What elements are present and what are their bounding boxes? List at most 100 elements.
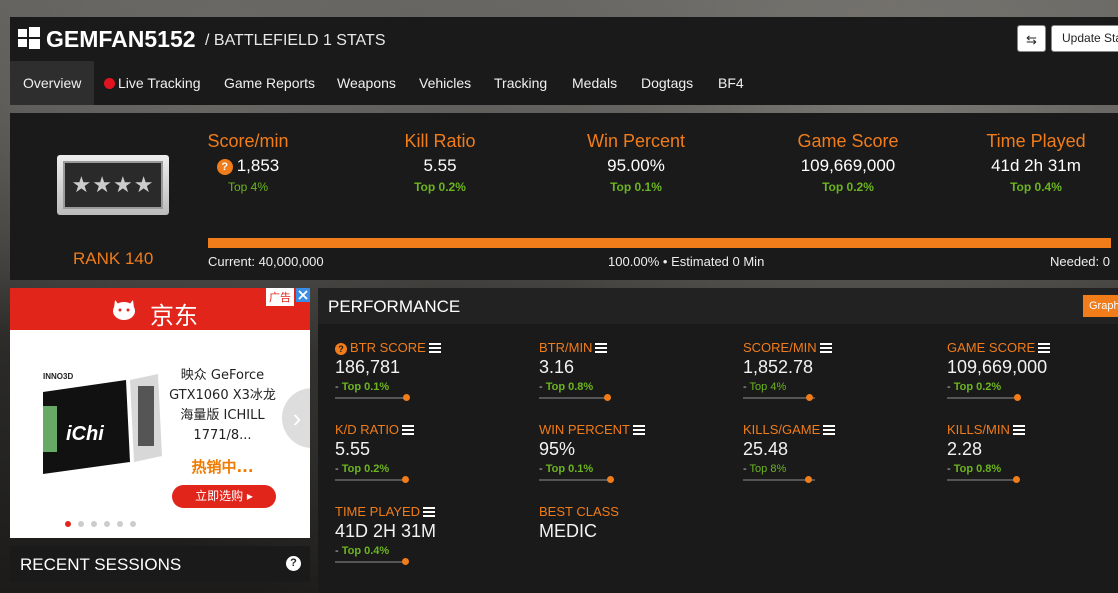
carousel-dot[interactable] [91, 521, 97, 527]
carousel-dot[interactable] [130, 521, 136, 527]
stat-label: Win Percent [586, 131, 686, 151]
perf-rank: - Top 0.8% [947, 463, 1002, 475]
perf-kills-min: KILLS/MIN 2.28 - Top 0.8% [947, 422, 1118, 483]
perf-best-class: BEST CLASS MEDIC [539, 504, 729, 542]
perf-rank: - Top 0.1% [335, 381, 390, 393]
perf-label-text: WIN PERCENT [539, 422, 630, 437]
perf-rank-text: Top 0.8% [953, 463, 1002, 475]
tab-vehicles[interactable]: Vehicles [419, 61, 471, 105]
update-stats-button[interactable]: Update Stats [1051, 25, 1118, 52]
stat-value: 41d 2h 31m [991, 156, 1081, 175]
tab-label: Vehicles [419, 75, 472, 91]
tab-label: Tracking [494, 75, 548, 91]
tab-game-reports[interactable]: Game Reports [224, 61, 315, 105]
list-icon[interactable] [633, 425, 645, 435]
stat-rank: Top 0.4% [1010, 180, 1062, 194]
percentile-marker [401, 476, 409, 483]
perf-kd-ratio: K/D RATIO 5.55 - Top 0.2% [335, 422, 525, 483]
perf-label: BEST CLASS [539, 504, 619, 519]
stat-label: Time Played [986, 131, 1086, 151]
progress-current: Current: 40,000,000 [208, 254, 324, 269]
list-icon[interactable] [823, 425, 836, 435]
carousel-dot[interactable] [78, 521, 84, 527]
percentile-marker [401, 558, 409, 565]
perf-label-text: TIME PLAYED [335, 504, 421, 519]
ad-carousel-dots[interactable] [65, 514, 143, 532]
perf-game-score: GAME SCORE 109,669,000 - Top 0.2% [947, 340, 1118, 401]
ad-product-title[interactable]: 映众 GeForce GTX1060 X3冰龙海量版 ICHILL 1771/8… [169, 368, 276, 443]
stat-time-played: Time Played 41d 2h 31m Top 0.4% [971, 131, 1101, 194]
perf-label-text: KILLS/GAME [743, 422, 821, 437]
perf-label: TIME PLAYED [335, 504, 525, 519]
question-icon[interactable]: ? [286, 556, 301, 571]
list-icon[interactable] [428, 343, 441, 353]
perf-value: 109,669,000 [947, 357, 1048, 377]
list-icon[interactable] [1012, 425, 1025, 435]
stat-rank: Top 0.2% [822, 180, 874, 194]
perf-label-text: GAME SCORE [947, 340, 1036, 355]
tab-label: Weapons [337, 75, 396, 91]
list-icon[interactable] [819, 343, 832, 353]
swap-icon[interactable]: ⇆ [1017, 25, 1046, 52]
list-icon[interactable] [402, 425, 415, 435]
live-dot-icon [104, 78, 115, 89]
close-icon[interactable] [296, 288, 310, 302]
perf-label: BTR/MIN [539, 340, 729, 355]
ad-hot-label: 热销中... [191, 458, 254, 476]
perf-value: 186,781 [335, 357, 401, 377]
username: GEMFAN5152 [46, 26, 196, 52]
stat-label: Kill Ratio [404, 131, 476, 151]
carousel-dot[interactable] [117, 521, 123, 527]
advertisement[interactable]: 京东 广告 iChi INNO3D 映众 GeForce GTX1060 X3冰… [10, 288, 310, 538]
stat-rank: Top 0.2% [414, 180, 466, 194]
tab-overview[interactable]: Overview [10, 61, 95, 105]
performance-panel: PERFORMANCE Graphs ?BTR SCORE 186,781 - … [318, 288, 1118, 593]
stat-value: 109,669,000 [800, 156, 896, 175]
tab-bf4[interactable]: BF4 [718, 61, 744, 105]
perf-value: 5.55 [335, 439, 371, 459]
perf-value: 1,852.78 [743, 357, 814, 377]
perf-time-played: TIME PLAYED 41D 2H 31M - Top 0.4% [335, 504, 525, 565]
ad-buy-button[interactable]: 立即选购 ▸ [172, 485, 276, 508]
section-title: RECENT SESSIONS [20, 555, 182, 574]
perf-rank: - Top 0.4% [335, 545, 390, 557]
chevron-right-icon[interactable]: › [282, 388, 310, 448]
list-icon[interactable] [423, 507, 436, 517]
perf-label: WIN PERCENT [539, 422, 729, 437]
page-subtitle: / BATTLEFIELD 1 STATS [205, 32, 386, 49]
stat-value: 95.00% [607, 156, 665, 175]
perf-rank: - Top 0.1% [539, 463, 594, 475]
tab-label: BF4 [718, 75, 744, 91]
perf-rank: - Top 0.8% [539, 381, 594, 393]
perf-rank-text: Top 8% [749, 463, 787, 475]
stat-label: Game Score [797, 131, 899, 151]
question-icon[interactable]: ? [216, 159, 233, 175]
windows-icon [18, 27, 40, 49]
stat-game-score: Game Score 109,669,000 Top 0.2% [758, 131, 938, 194]
perf-rank: - Top 0.2% [947, 381, 1002, 393]
list-icon[interactable] [595, 343, 608, 353]
tab-tracking[interactable]: Tracking [494, 61, 547, 105]
stat-value: ? 1,853 [158, 156, 338, 176]
stat-rank: Top 4% [227, 180, 269, 194]
tab-weapons[interactable]: Weapons [337, 61, 396, 105]
perf-btr-min: BTR/MIN 3.16 - Top 0.8% [539, 340, 729, 401]
main-nav: Overview Live Tracking Game Reports Weap… [10, 61, 1118, 105]
tab-label: Medals [572, 75, 618, 91]
tab-dogtags[interactable]: Dogtags [641, 61, 693, 105]
carousel-dot[interactable] [104, 521, 110, 527]
perf-value: 41D 2H 31M [335, 521, 437, 541]
percentile-marker [402, 394, 410, 401]
tab-live-tracking[interactable]: Live Tracking [104, 61, 200, 105]
jd-dog-icon [113, 300, 135, 320]
question-icon[interactable]: ? [335, 343, 347, 355]
tab-medals[interactable]: Medals [572, 61, 617, 105]
carousel-dot[interactable] [65, 521, 71, 527]
rank-progress-bar [208, 238, 1111, 248]
graphs-button[interactable]: Graphs [1083, 295, 1118, 317]
list-icon[interactable] [1038, 343, 1051, 353]
percentile-bar [947, 394, 1021, 401]
perf-rank: - Top 8% [743, 463, 787, 475]
stat-label: Score/min [207, 131, 289, 151]
percentile-bar [335, 558, 409, 565]
